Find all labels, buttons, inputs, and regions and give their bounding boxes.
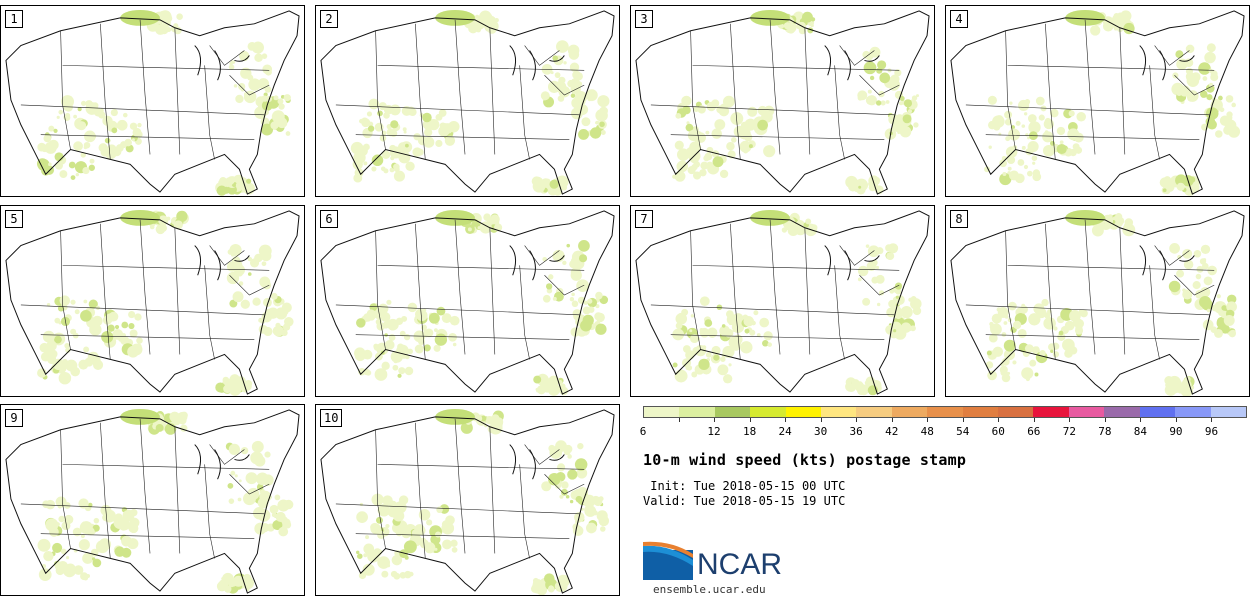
legend-swatch xyxy=(679,407,715,417)
us-map-icon xyxy=(320,408,615,595)
legend-tick-label: 24 xyxy=(778,425,792,438)
legend-swatch xyxy=(1068,407,1105,417)
legend-tick xyxy=(1069,418,1071,422)
legend-tick-label: 90 xyxy=(1169,425,1183,438)
legend-tick xyxy=(1175,418,1177,422)
color-legend-ticks: 6 12 18 24 30 36 42 48 54 60 66 72 78 84 90 96 xyxy=(639,418,1247,438)
legend-tick xyxy=(962,418,964,422)
legend-tick xyxy=(891,418,893,422)
member-number-label: 8 xyxy=(950,210,968,228)
legend-swatch xyxy=(1175,407,1211,417)
legend-tick-label: 48 xyxy=(920,425,934,438)
member-number-label: 9 xyxy=(5,409,23,427)
legend-tick xyxy=(998,418,1000,422)
us-map-icon xyxy=(5,9,300,196)
legend-tick-label: 96 xyxy=(1204,425,1219,438)
ncar-logo-icon[interactable] xyxy=(643,540,803,584)
valid-time: Valid: Tue 2018-05-15 19 UTC xyxy=(643,494,846,508)
member-number-label: 10 xyxy=(320,409,343,427)
member-number-label: 2 xyxy=(320,10,338,28)
us-map-icon xyxy=(950,9,1245,196)
color-legend-bar xyxy=(643,406,1247,418)
legend-swatch xyxy=(750,407,786,417)
legend-swatch xyxy=(785,407,822,417)
legend-swatch xyxy=(644,407,680,417)
legend-tick xyxy=(1104,418,1106,422)
legend-swatch xyxy=(998,407,1034,417)
legend-tick xyxy=(856,418,858,422)
legend-tick xyxy=(927,418,929,422)
member-number-label: 3 xyxy=(635,10,653,28)
us-map-icon xyxy=(635,9,930,195)
us-map-icon xyxy=(5,209,300,396)
member-panel[interactable]: 10 xyxy=(315,404,620,596)
legend-swatch xyxy=(856,407,892,417)
member-number-label: 1 xyxy=(5,10,23,28)
legend-swatch xyxy=(714,407,751,417)
legend-tick-label: 42 xyxy=(885,425,899,438)
legend-tick-label: 12 xyxy=(707,425,721,438)
member-panel[interactable]: 4 xyxy=(945,5,1250,197)
member-panel[interactable]: 3 xyxy=(630,5,935,197)
legend-swatch xyxy=(1033,407,1069,417)
us-map-icon xyxy=(635,209,930,396)
legend-tick xyxy=(678,418,680,422)
legend-tick xyxy=(749,418,751,422)
legend-tick-label: 78 xyxy=(1098,425,1112,438)
legend-tick-label: 30 xyxy=(814,425,828,438)
member-panel[interactable]: 1 xyxy=(0,5,305,197)
legend-tick xyxy=(1211,418,1213,422)
member-panel[interactable]: 5 xyxy=(0,205,305,397)
init-time: Init: Tue 2018-05-15 00 UTC xyxy=(643,479,846,493)
legend-tick xyxy=(1140,418,1142,422)
legend-tick xyxy=(714,418,716,422)
legend-swatch xyxy=(1210,407,1246,417)
member-panel[interactable]: 8 xyxy=(945,205,1250,397)
legend-tick xyxy=(1033,418,1035,422)
us-map-icon xyxy=(950,209,1245,396)
legend-tick-label: 60 xyxy=(991,425,1005,438)
legend-tick xyxy=(820,418,822,422)
us-map-icon xyxy=(320,9,615,196)
legend-swatch xyxy=(1139,407,1176,417)
legend-tick-label: 54 xyxy=(956,425,970,438)
legend-tick-label: 72 xyxy=(1062,425,1076,438)
ncar-logo-text: NCAR xyxy=(697,548,783,581)
member-panel[interactable]: 7 xyxy=(630,205,935,397)
member-panel[interactable]: 6 xyxy=(315,205,620,397)
us-map-icon xyxy=(5,408,300,594)
legend-tick-label: 36 xyxy=(849,425,863,438)
legend-swatch xyxy=(962,407,999,417)
member-panel[interactable]: 9 xyxy=(0,404,305,596)
legend-tick xyxy=(785,418,787,422)
legend-tick-label: 6 xyxy=(639,425,647,438)
member-panel[interactable]: 2 xyxy=(315,5,620,197)
site-url[interactable]: ensemble.ucar.edu xyxy=(653,583,766,596)
legend-swatch xyxy=(821,407,857,417)
us-map-icon xyxy=(320,209,615,396)
legend-tick-label: 84 xyxy=(1133,425,1148,438)
plot-title: 10-m wind speed (kts) postage stamp xyxy=(643,451,967,469)
legend-swatch xyxy=(891,407,928,417)
member-number-label: 7 xyxy=(635,210,653,228)
legend-tick-label: 18 xyxy=(742,425,757,438)
member-number-label: 6 xyxy=(320,210,338,228)
legend-swatch xyxy=(927,407,963,417)
legend-tick-label: 66 xyxy=(1027,425,1041,438)
legend-swatch xyxy=(1104,407,1140,417)
member-number-label: 5 xyxy=(5,210,23,228)
member-number-label: 4 xyxy=(950,10,968,28)
